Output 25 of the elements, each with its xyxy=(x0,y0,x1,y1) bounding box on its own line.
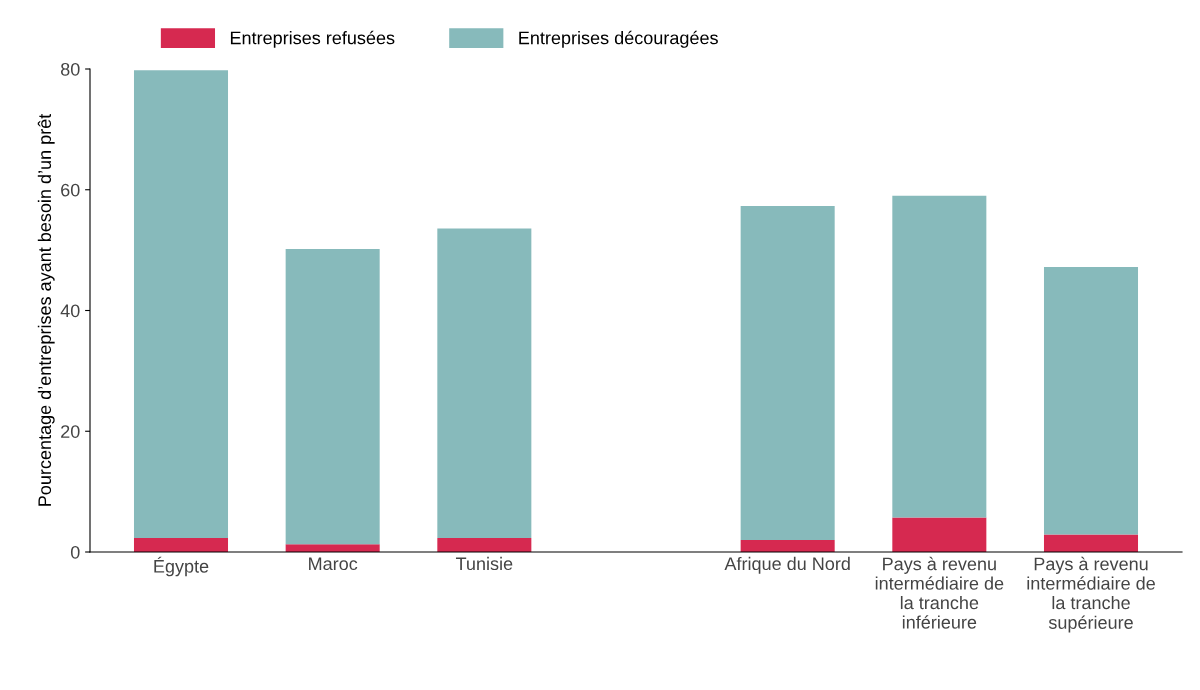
x-tick-label: Afrique du Nord xyxy=(724,556,850,574)
x-tick-label: Pays à revenu intermédiaire de la tranche supérieure xyxy=(1027,556,1155,633)
y-tick-label: 0 xyxy=(70,545,80,559)
legend-label: Entreprises refusées xyxy=(230,30,395,48)
bar xyxy=(1043,267,1139,535)
y-tick-label: 20 xyxy=(61,425,80,438)
bar xyxy=(892,195,987,518)
bar xyxy=(437,228,532,539)
bar xyxy=(437,538,532,552)
y-tick-label: 60 xyxy=(61,183,80,197)
y-axis-title: Pourcentage d’entreprises ayant besoin d’un prêt xyxy=(37,113,55,506)
bar xyxy=(740,206,835,540)
x-tick-label: Égypte xyxy=(154,556,209,577)
bar xyxy=(133,538,229,552)
y-tick-label: 40 xyxy=(60,304,80,318)
x-tick-label: Maroc xyxy=(309,557,358,571)
bar xyxy=(133,70,229,539)
bar xyxy=(740,539,835,552)
legend-label: Entreprises découragées xyxy=(519,30,718,48)
y-tick-label: 80 xyxy=(60,62,80,76)
bar xyxy=(285,248,380,545)
x-tick-label: Tunisie xyxy=(455,556,513,571)
x-tick-label: Pays à revenu intermédiaire de la tranche inférieure xyxy=(875,556,1004,629)
bar xyxy=(1043,534,1139,552)
bar xyxy=(892,517,987,552)
